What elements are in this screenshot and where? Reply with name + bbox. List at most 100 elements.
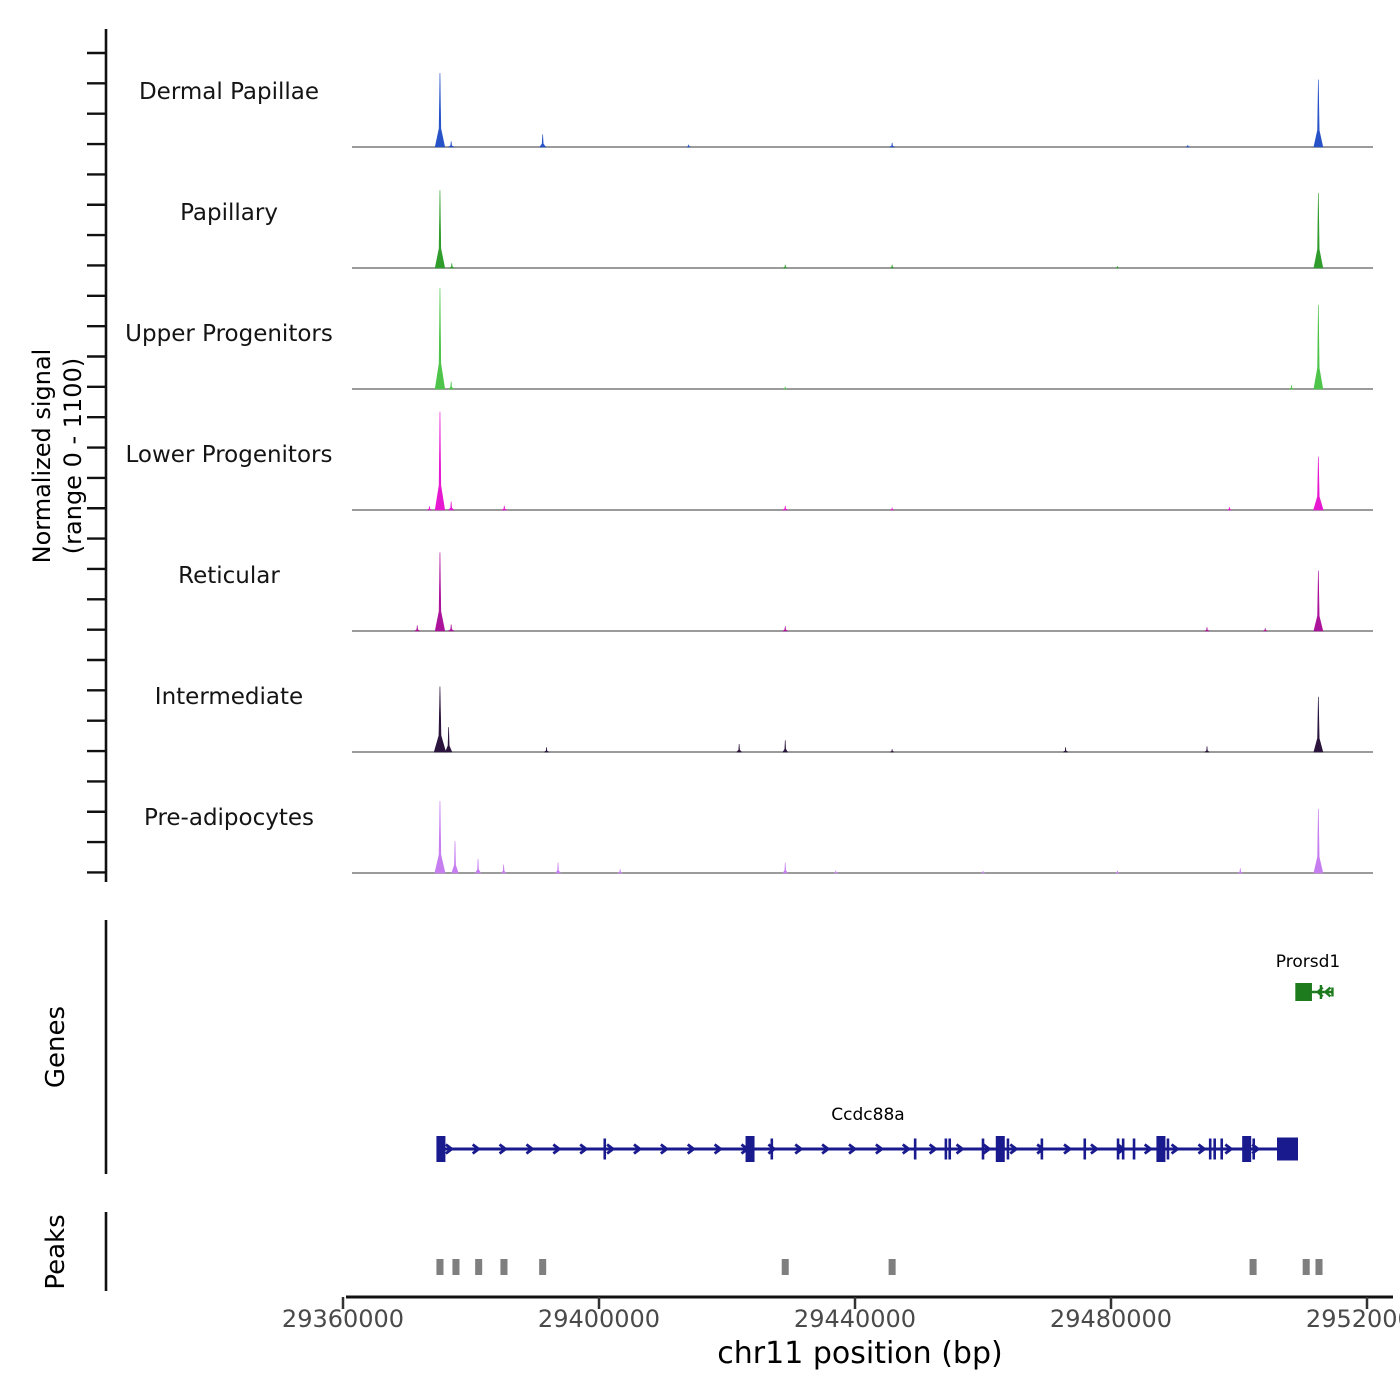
gene-exon [995, 1136, 1005, 1162]
gene-strand-arrow-right [633, 1143, 643, 1155]
gene-strand-arrow-right [1170, 1143, 1180, 1155]
peak-region-box [539, 1259, 547, 1275]
signal-peak [447, 501, 455, 511]
axis-brackets [87, 29, 108, 1291]
gene-glyphs [436, 983, 1334, 1162]
gene-strand-arrow-right [660, 1143, 670, 1155]
peak-region-box [1302, 1259, 1310, 1275]
gene-exon-tick [770, 1138, 774, 1160]
signal-peak [434, 287, 446, 390]
track-label-lower-progenitors: Lower Progenitors [125, 442, 333, 468]
gene-strand-arrow-right [875, 1143, 885, 1155]
x-axis [341, 1295, 1393, 1309]
gene-ccdc88a [436, 1136, 1298, 1162]
signal-peak [433, 686, 447, 753]
gene-strand-arrow-left [1323, 986, 1332, 998]
signal-peak [781, 626, 789, 632]
signal-peak [555, 862, 561, 874]
signal-peak [500, 864, 507, 874]
gene-strand-arrow-right [579, 1143, 589, 1155]
signal-peak [539, 134, 547, 148]
track-label-upper-progenitors: Upper Progenitors [125, 321, 333, 347]
gene-strand-arrow-right [471, 1143, 482, 1155]
signal-peak [1313, 570, 1324, 632]
signal-peak [783, 386, 787, 390]
signal-peak [890, 507, 894, 511]
gene-strand-arrow-right [821, 1143, 831, 1155]
signal-peak [981, 871, 985, 874]
signal-peak [782, 740, 789, 753]
gene-exon [1242, 1136, 1252, 1162]
signal-peak [1204, 746, 1210, 753]
gene-exon-tick [1116, 1138, 1120, 1160]
signal-peak [1313, 456, 1324, 511]
gene-exon [745, 1136, 755, 1162]
gene-strand-arrow-right [1224, 1143, 1234, 1155]
signal-peak [448, 263, 456, 269]
signal-peak [447, 141, 455, 148]
gene-exon-tick [1166, 1138, 1170, 1160]
signal-peak [782, 862, 789, 874]
gene-exon-tick [948, 1138, 952, 1160]
signal-peak [1288, 385, 1295, 390]
gene-strand-arrow-right [552, 1143, 562, 1155]
gene-exon-tick [981, 1138, 985, 1160]
gene-exon [436, 1136, 446, 1162]
gene-label-ccdc88a: Ccdc88a [831, 1105, 905, 1125]
gene-strand-arrow-right [955, 1143, 965, 1155]
gene-exon-tick [1006, 1138, 1010, 1160]
peak-region-box [1315, 1259, 1323, 1275]
gene-strand-arrow-right [525, 1143, 535, 1155]
x-tick-label-29480000: 29480000 [1049, 1305, 1173, 1333]
gene-exon-tick [1121, 1138, 1125, 1160]
gene-exon-tick [603, 1138, 607, 1160]
gene-strand-arrow-right [498, 1143, 508, 1155]
peak-region-box [452, 1259, 460, 1275]
track-label-intermediate: Intermediate [154, 684, 304, 710]
signal-peak [781, 505, 789, 511]
gene-exon-tick [1213, 1138, 1216, 1160]
signal-peak [1313, 696, 1324, 753]
signal-track-dermal-papillae [352, 73, 1373, 148]
signal-peak [434, 73, 446, 148]
signal-peak [1313, 808, 1324, 874]
signal-peak [834, 870, 838, 874]
track-label-dermal-papillae: Dermal Papillae [138, 79, 320, 105]
gene-strand-arrow-right [928, 1143, 938, 1155]
signal-track-reticular [352, 552, 1373, 632]
gene-strand-arrow-right [848, 1143, 858, 1155]
gene-exon-tick [1220, 1138, 1224, 1160]
gene-strand-arrow-right [713, 1143, 723, 1155]
signal-track-pre-adipocytes [352, 800, 1373, 874]
gene-exon-end-box [1277, 1137, 1298, 1161]
gene-exon-tick [1083, 1138, 1087, 1160]
gene-strand-arrow-right [982, 1143, 992, 1155]
track-label-papillary: Papillary [180, 200, 278, 226]
track-label-pre-adipocytes: Pre-adipocytes [143, 805, 315, 831]
gene-exon [1156, 1136, 1166, 1162]
gene-strand-arrow-right [901, 1143, 912, 1155]
signal-peak [451, 841, 459, 874]
signal-peak [1185, 145, 1190, 148]
gene-strand-arrow-right [1143, 1143, 1154, 1155]
gene-strand-arrow-right [794, 1143, 804, 1155]
signal-peak [1313, 193, 1324, 269]
signal-peak [888, 142, 896, 148]
signal-peak [1313, 304, 1324, 390]
gene-prorsd1 [1295, 983, 1334, 1001]
gene-strand-arrow-right [1090, 1143, 1100, 1155]
signal-peak [1313, 79, 1324, 148]
signal-peak [1227, 507, 1232, 511]
gene-exon-tick [1040, 1138, 1044, 1160]
signal-peak [1203, 627, 1211, 632]
gene-strand-arrow-right [606, 1143, 616, 1155]
signal-peak [543, 747, 550, 753]
gene-strand-arrow-right [686, 1143, 697, 1155]
gene-strand-arrow-right [444, 1143, 455, 1155]
gene-exon-tick [1331, 987, 1334, 997]
signal-peak [434, 190, 446, 269]
gene-exon [1295, 983, 1312, 1001]
gene-exon-tick [913, 1138, 917, 1160]
gene-strand-arrow-right [1009, 1143, 1019, 1155]
x-tick-label-29440000: 29440000 [793, 1305, 917, 1333]
